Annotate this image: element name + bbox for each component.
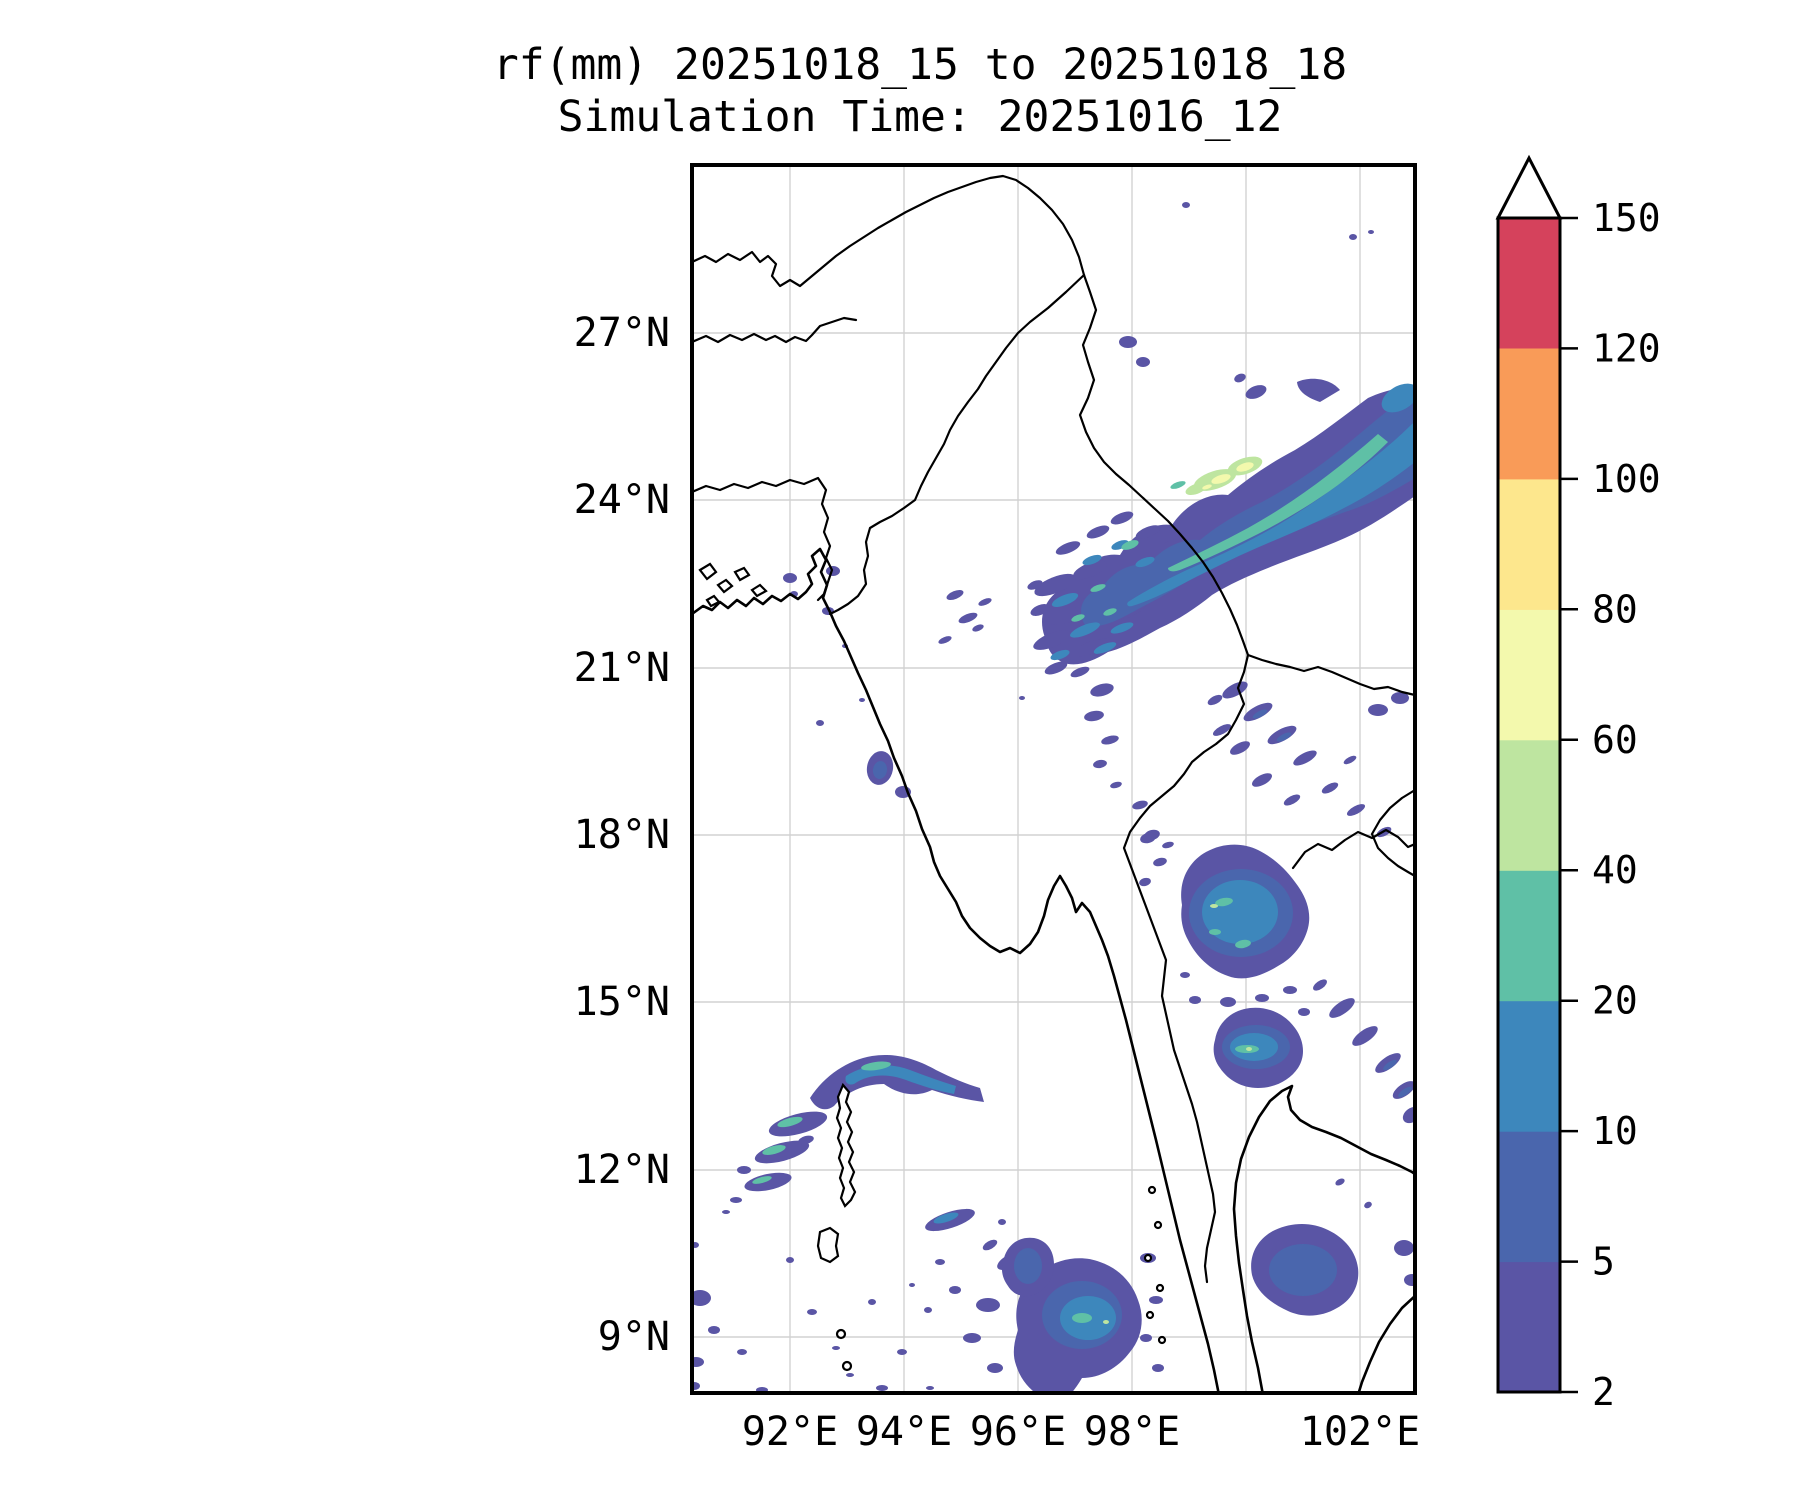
colorbar-segment-60-80 [1498, 609, 1560, 741]
coastlines [692, 547, 1415, 1393]
rain-shading-60-80mm [1202, 462, 1254, 490]
colorbar-tick-5: 5 [1592, 1240, 1615, 1284]
rain-shading-20-40mm [752, 434, 1388, 1323]
colorbar-tick-80: 80 [1592, 587, 1638, 631]
colorbar-segment-80-100 [1498, 478, 1560, 610]
colorbar-segment-40-60 [1498, 739, 1560, 871]
map-frame [690, 163, 1417, 1395]
figure-title-line-1: rf(mm) 20251018_15 to 20251018_18 [493, 40, 1347, 90]
y-tick-label-15n: 15°N [574, 979, 670, 1025]
x-tick-label-96e: 96°E [970, 1409, 1066, 1455]
x-tick-label-102e: 102°E [1300, 1409, 1420, 1455]
x-axis-tick-labels: 92°E 94°E 96°E 98°E 102°E [742, 1409, 1420, 1455]
colorbar-tick-60: 60 [1592, 718, 1638, 762]
colorbar-segment-2-5 [1498, 1261, 1560, 1393]
figure-title-line-2: Simulation Time: 20251016_12 [558, 92, 1283, 142]
colorbar-segment-10-20 [1498, 1000, 1560, 1132]
colorbar: 2 5 10 20 40 60 80 100 120 150 [1495, 154, 1661, 1414]
y-tick-label-21n: 21°N [574, 645, 670, 691]
colorbar-tick-40: 40 [1592, 848, 1638, 892]
y-axis-tick-labels: 27°N 24°N 21°N 18°N 15°N 12°N 9°N [574, 310, 670, 1360]
x-tick-label-92e: 92°E [742, 1409, 838, 1455]
colorbar-tick-10: 10 [1592, 1109, 1638, 1153]
colorbar-tick-labels: 2 5 10 20 40 60 80 100 120 150 [1592, 196, 1661, 1414]
colorbar-tick-120: 120 [1592, 326, 1661, 370]
x-tick-label-94e: 94°E [856, 1409, 952, 1455]
y-tick-label-9n: 9°N [598, 1314, 670, 1360]
y-tick-label-27n: 27°N [574, 310, 670, 356]
colorbar-segment-5-10 [1498, 1131, 1560, 1263]
colorbar-segment-20-40 [1498, 870, 1560, 1002]
colorbar-tick-2: 2 [1592, 1370, 1615, 1414]
colorbar-tick-100: 100 [1592, 457, 1661, 501]
colorbar-outline [1496, 216, 1562, 1394]
y-tick-label-12n: 12°N [574, 1147, 670, 1193]
colorbar-segment-100-120 [1498, 348, 1560, 480]
colorbar-tick-marks [1560, 216, 1578, 1394]
colorbar-tick-150: 150 [1592, 196, 1661, 240]
colorbar-tick-20: 20 [1592, 979, 1638, 1023]
colorbar-segment-120-150 [1498, 218, 1560, 349]
y-tick-label-24n: 24°N [574, 477, 670, 523]
country-borders [692, 174, 1415, 1284]
y-tick-label-18n: 18°N [574, 812, 670, 858]
x-tick-label-98e: 98°E [1084, 1409, 1180, 1455]
